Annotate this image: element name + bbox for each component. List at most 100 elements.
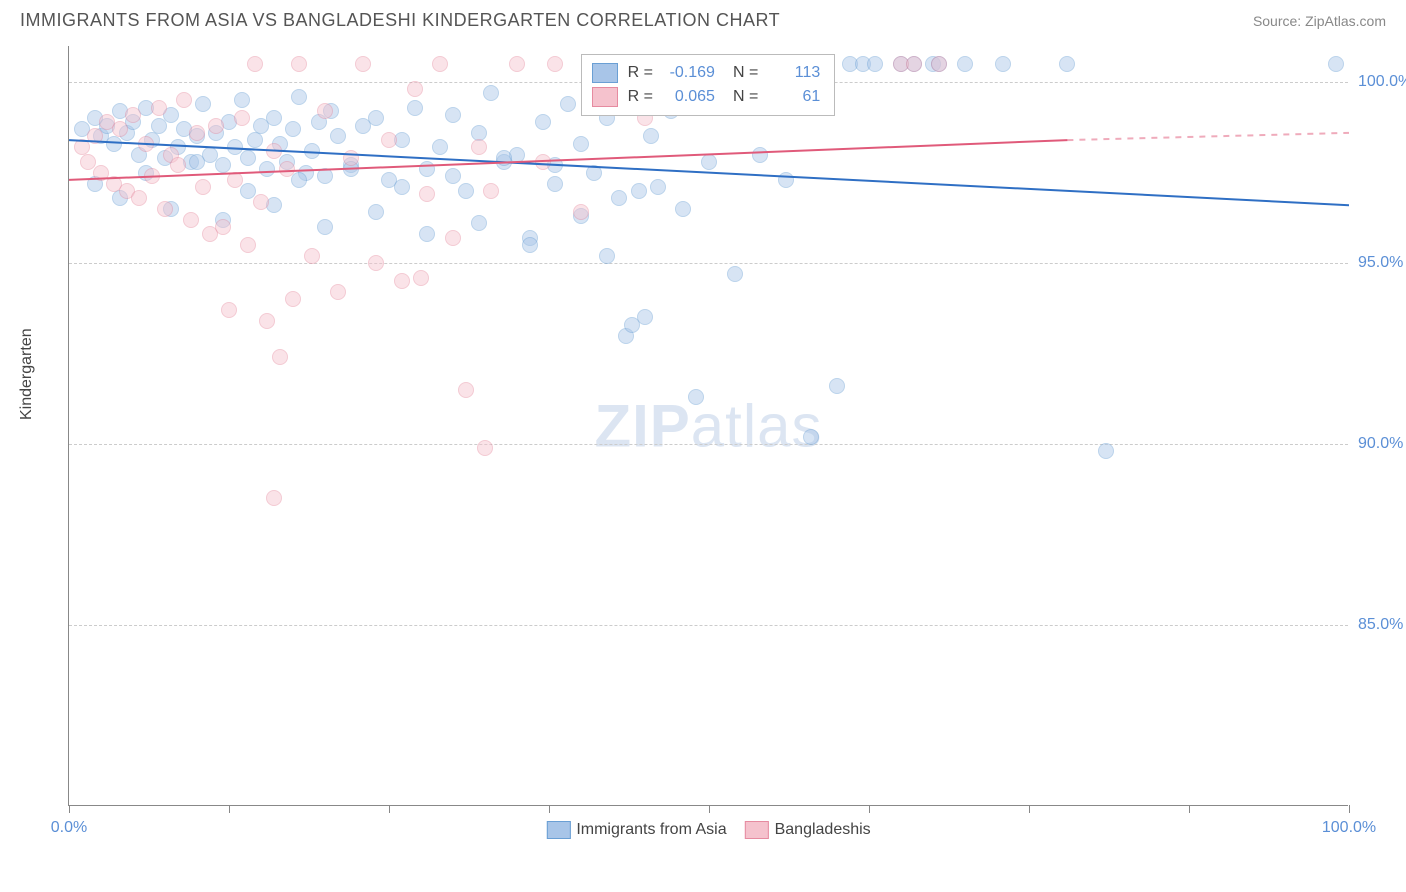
scatter-point — [272, 349, 288, 365]
scatter-point — [151, 118, 167, 134]
scatter-point — [995, 56, 1011, 72]
scatter-point — [931, 56, 947, 72]
legend-swatch — [745, 821, 769, 839]
scatter-point — [1098, 443, 1114, 459]
scatter-point — [87, 128, 103, 144]
scatter-point — [611, 190, 627, 206]
scatter-point — [355, 56, 371, 72]
scatter-point — [259, 313, 275, 329]
series-legend-item: Immigrants from Asia — [546, 821, 726, 839]
legend-label: Bangladeshis — [775, 821, 871, 838]
x-tick — [69, 805, 70, 813]
series-legend-item: Bangladeshis — [745, 821, 871, 839]
scatter-point — [829, 378, 845, 394]
legend-swatch — [592, 63, 618, 83]
scatter-point — [189, 125, 205, 141]
scatter-point — [215, 219, 231, 235]
scatter-point — [381, 132, 397, 148]
scatter-point — [343, 150, 359, 166]
stats-legend: R =-0.169N =113R =0.065N =61 — [581, 54, 836, 116]
scatter-point — [471, 139, 487, 155]
scatter-point — [1328, 56, 1344, 72]
scatter-point — [266, 110, 282, 126]
scatter-point — [413, 270, 429, 286]
scatter-point — [637, 309, 653, 325]
scatter-point — [151, 100, 167, 116]
scatter-point — [631, 183, 647, 199]
scatter-point — [368, 255, 384, 271]
scatter-point — [285, 291, 301, 307]
scatter-point — [573, 204, 589, 220]
legend-swatch — [546, 821, 570, 839]
x-tick — [709, 805, 710, 813]
source-attribution: Source: ZipAtlas.com — [1253, 13, 1386, 29]
scatter-point — [522, 237, 538, 253]
y-tick-label: 85.0% — [1358, 616, 1406, 634]
y-tick-label: 95.0% — [1358, 254, 1406, 272]
scatter-point — [407, 100, 423, 116]
scatter-point — [240, 237, 256, 253]
scatter-point — [253, 194, 269, 210]
scatter-point — [208, 118, 224, 134]
scatter-point — [330, 284, 346, 300]
scatter-point — [291, 172, 307, 188]
scatter-point — [247, 132, 263, 148]
scatter-point — [727, 266, 743, 282]
scatter-point — [170, 157, 186, 173]
scatter-point — [112, 121, 128, 137]
x-tick — [1029, 805, 1030, 813]
chart-plot-area: ZIPatlas 85.0%90.0%95.0%100.0%0.0%100.0%… — [68, 46, 1348, 806]
scatter-point — [317, 168, 333, 184]
scatter-point — [394, 273, 410, 289]
scatter-point — [240, 150, 256, 166]
scatter-point — [675, 201, 691, 217]
scatter-point — [266, 143, 282, 159]
x-tick — [1189, 805, 1190, 813]
scatter-point — [701, 154, 717, 170]
scatter-point — [778, 172, 794, 188]
scatter-point — [547, 176, 563, 192]
scatter-point — [458, 382, 474, 398]
scatter-point — [1059, 56, 1075, 72]
scatter-point — [957, 56, 973, 72]
scatter-point — [317, 219, 333, 235]
scatter-point — [496, 150, 512, 166]
scatter-point — [407, 81, 423, 97]
scatter-point — [803, 429, 819, 445]
scatter-point — [247, 56, 263, 72]
scatter-point — [432, 56, 448, 72]
y-tick-label: 90.0% — [1358, 435, 1406, 453]
scatter-point — [483, 183, 499, 199]
scatter-point — [471, 215, 487, 231]
scatter-point — [432, 139, 448, 155]
scatter-point — [317, 103, 333, 119]
scatter-point — [445, 168, 461, 184]
scatter-point — [458, 183, 474, 199]
scatter-point — [221, 302, 237, 318]
scatter-point — [643, 128, 659, 144]
watermark: ZIPatlas — [594, 391, 822, 460]
scatter-point — [195, 179, 211, 195]
y-tick-label: 100.0% — [1358, 73, 1406, 91]
scatter-point — [599, 248, 615, 264]
x-tick — [229, 805, 230, 813]
scatter-point — [157, 201, 173, 217]
y-axis-label: Kindergarten — [18, 328, 36, 420]
scatter-point — [291, 89, 307, 105]
chart-header: IMMIGRANTS FROM ASIA VS BANGLADESHI KIND… — [0, 0, 1406, 37]
scatter-point — [189, 154, 205, 170]
scatter-point — [560, 96, 576, 112]
scatter-point — [304, 248, 320, 264]
scatter-point — [688, 389, 704, 405]
scatter-point — [445, 230, 461, 246]
scatter-point — [285, 121, 301, 137]
x-tick — [869, 805, 870, 813]
scatter-point — [445, 107, 461, 123]
scatter-point — [906, 56, 922, 72]
x-tick — [1349, 805, 1350, 813]
scatter-point — [304, 143, 320, 159]
scatter-point — [291, 56, 307, 72]
scatter-point — [650, 179, 666, 195]
legend-label: Immigrants from Asia — [576, 821, 726, 838]
chart-title: IMMIGRANTS FROM ASIA VS BANGLADESHI KIND… — [20, 10, 780, 31]
